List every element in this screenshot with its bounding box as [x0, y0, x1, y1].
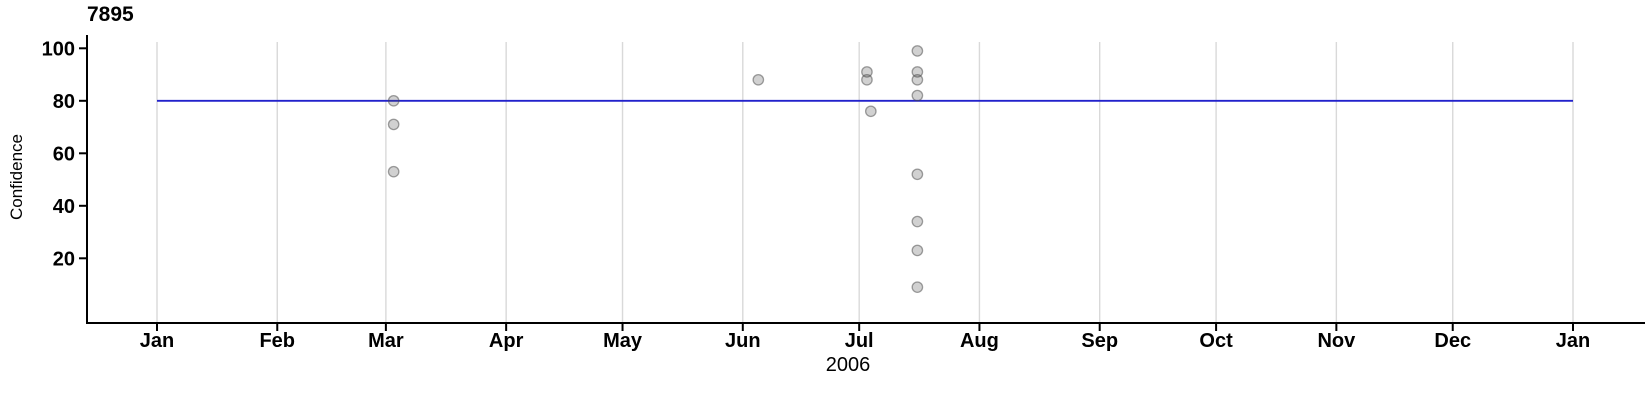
figure-title: 7895 [87, 3, 134, 26]
data-point [911, 73, 924, 86]
y-tick-label: 40 [53, 196, 75, 218]
x-tick-label: Jan [1556, 330, 1590, 352]
data-point [911, 244, 924, 257]
x-tick-label: Sep [1081, 330, 1118, 352]
x-tick-label: Jun [725, 330, 761, 352]
x-tick-label: Jul [845, 330, 874, 352]
y-tick-label: 20 [53, 248, 75, 270]
x-tick-label: May [603, 330, 643, 352]
x-tick-label: Apr [489, 330, 524, 352]
x-tick-label: Feb [259, 330, 295, 352]
data-point [911, 168, 924, 181]
y-tick-label: 80 [53, 91, 75, 113]
y-axis-label: Confidence [7, 134, 26, 221]
x-tick-label: Oct [1199, 330, 1233, 352]
data-point [387, 165, 400, 178]
data-point [911, 66, 924, 78]
x-tick-label: Nov [1317, 330, 1356, 352]
data-point [387, 118, 400, 131]
data-point [911, 215, 924, 228]
y-tick-label: 100 [42, 38, 75, 60]
x-tick-label: Jan [140, 330, 174, 352]
data-point [861, 66, 873, 78]
data-point [864, 105, 877, 118]
data-point [911, 45, 924, 57]
x-tick-label: Aug [960, 330, 999, 352]
data-point [911, 89, 924, 102]
x-axis-label: 2006 [825, 354, 871, 376]
data-point [861, 73, 873, 86]
y-tick-label: 60 [53, 143, 75, 165]
data-point [911, 281, 924, 294]
data-point [752, 73, 765, 86]
data-point [387, 94, 400, 107]
x-tick-label: Mar [368, 330, 404, 352]
x-tick-label: Dec [1434, 330, 1471, 352]
